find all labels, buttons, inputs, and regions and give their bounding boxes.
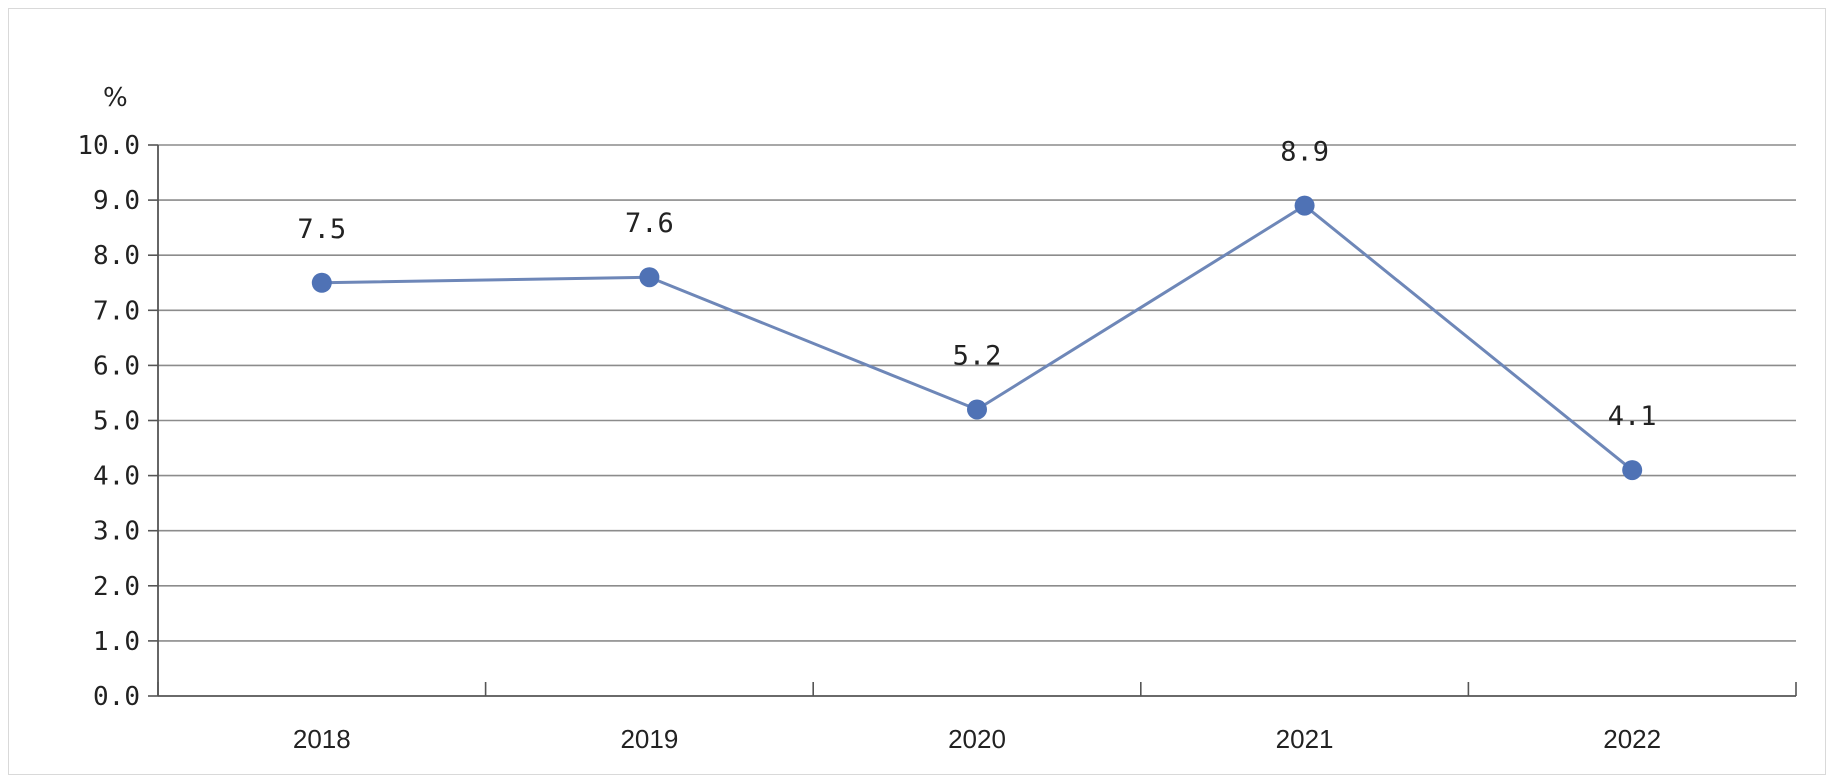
y-tick-label: 8.0	[93, 241, 140, 271]
x-tick-label: 2018	[293, 724, 351, 754]
y-tick-label: 5.0	[93, 407, 140, 437]
x-tick-label: 2021	[1276, 724, 1334, 754]
x-tick-label: 2019	[620, 724, 678, 754]
data-labels: 7.5 7.6 5.2 8.9 4.1	[297, 137, 1656, 432]
x-tick-label: 2022	[1603, 724, 1661, 754]
series	[311, 195, 1643, 481]
chart-frame	[8, 8, 1826, 775]
y-tick-label: 6.0	[93, 351, 140, 381]
axes	[148, 144, 1797, 697]
x-tick-label: 2020	[948, 724, 1006, 754]
grid-lines	[158, 144, 1796, 642]
y-tick-labels: 0.0 1.0 2.0 3.0 4.0 5.0 6.0 7.0 8.0 9.0 10.0	[77, 131, 140, 712]
data-point	[639, 267, 660, 288]
data-point	[311, 272, 332, 293]
y-tick-label: 9.0	[93, 186, 140, 216]
data-point	[967, 399, 987, 420]
y-axis-unit-label: %	[103, 83, 128, 113]
x-tick-labels: 2018 2019 2020 2021 2022	[293, 724, 1661, 754]
y-tick-label: 4.0	[93, 462, 140, 492]
y-tick-label: 0.0	[93, 682, 140, 712]
y-tick-label: 2.0	[93, 572, 140, 602]
data-point	[1622, 460, 1643, 481]
data-point	[1294, 195, 1315, 216]
y-tick-label: 3.0	[93, 517, 140, 547]
y-tick-label: 1.0	[93, 627, 140, 657]
y-tick-label: 10.0	[77, 131, 140, 161]
series-line	[321, 203, 1634, 472]
y-tick-label: 7.0	[93, 296, 140, 326]
data-label: 8.9	[1280, 137, 1329, 168]
data-label: 7.5	[297, 214, 346, 245]
data-label: 7.6	[625, 208, 674, 239]
data-label: 5.2	[953, 340, 1002, 371]
data-label: 4.1	[1608, 401, 1657, 432]
